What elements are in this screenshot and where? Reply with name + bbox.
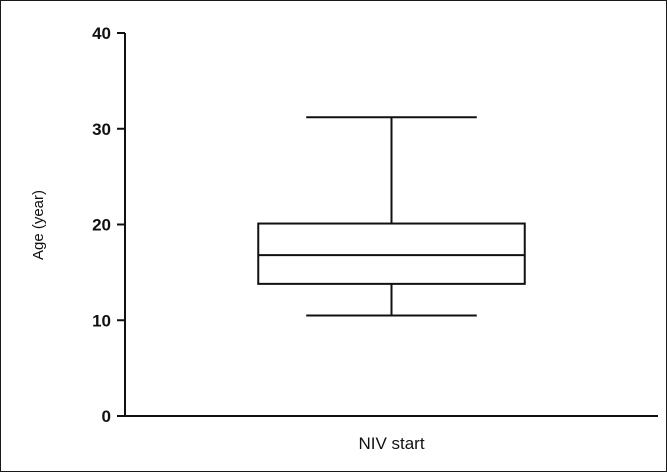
- y-tick-label: 30: [92, 120, 111, 139]
- y-tick-label: 40: [92, 24, 111, 43]
- y-axis-title: Age (year): [30, 190, 47, 260]
- y-tick-label: 20: [92, 216, 111, 235]
- iqr-box: [257, 222, 526, 285]
- y-tick-label: 10: [92, 311, 111, 330]
- plot-area: NIV start: [257, 116, 526, 453]
- x-category-label: NIV start: [358, 434, 424, 453]
- axes: 0 10 20 30 40: [92, 24, 658, 426]
- y-tick-label: 0: [102, 407, 111, 426]
